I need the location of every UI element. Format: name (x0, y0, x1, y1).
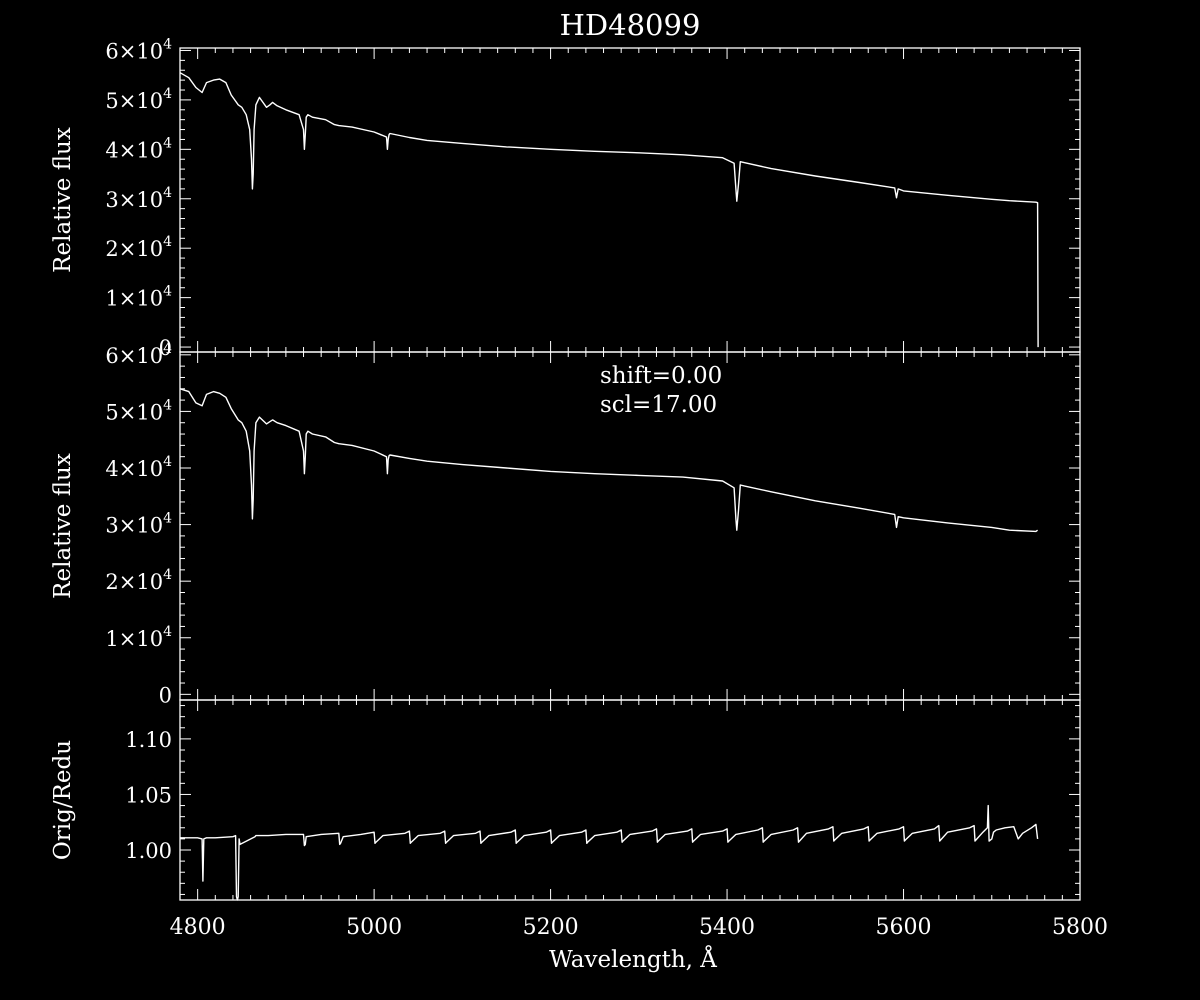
x-tick-label: 5200 (523, 915, 579, 940)
panel-middle-ylabel: Relative flux (50, 453, 76, 599)
x-tick-label: 4800 (170, 915, 226, 940)
chart-title: HD48099 (560, 8, 701, 42)
y-tick-label: 3×104 (105, 185, 172, 212)
panel-top-ylabel: Relative flux (50, 127, 76, 273)
panel-top-frame (179, 47, 1081, 353)
x-tick-label: 5800 (1052, 915, 1108, 940)
y-tick-label: 1×104 (105, 284, 172, 311)
y-tick-label: 1.10 (125, 728, 172, 752)
panel-bottom-spectrum-line (180, 804, 1039, 901)
x-tick-label: 5400 (699, 915, 755, 940)
y-tick-label: 1.05 (125, 783, 172, 807)
y-tick-label: 2×104 (105, 567, 172, 594)
panels: 0 1×104 2×104 3×104 4×104 5×104 6×104 Relative … (50, 36, 1108, 973)
annotation-text: scl=17.00 (600, 392, 717, 418)
x-axis-label: Wavelength, Å (549, 945, 717, 973)
y-tick-label: 0 (159, 683, 172, 707)
y-tick-label: 2×104 (105, 234, 172, 261)
y-tick-label: 0 (159, 336, 172, 360)
annotation-text: shift=0.00 (600, 363, 722, 389)
panel-middle-spectrum-line (179, 388, 1039, 533)
y-tick-label: 1×104 (105, 624, 172, 651)
panel-top-spectrum-line (179, 72, 1039, 348)
panel-middle: 0 1×104 2×104 3×104 4×104 5×104 6×104 Relative … (50, 341, 1081, 707)
panel-bottom-ylabel: Orig/Redu (50, 740, 76, 860)
panel-bottom-frame (179, 699, 1081, 901)
y-tick-label: 6×104 (105, 341, 172, 368)
y-tick-label: 6×104 (105, 36, 172, 63)
y-tick-label: 5×104 (105, 397, 172, 424)
y-tick-label: 5×104 (105, 86, 172, 113)
y-tick-label: 4×104 (105, 135, 172, 162)
panel-bottom: 1.00 1.05 1.10 Orig/Redu 4800 5000 5200 5400 560… (50, 699, 1108, 973)
y-tick-label: 1.00 (125, 839, 172, 863)
panel-top: 0 1×104 2×104 3×104 4×104 5×104 6×104 Relative … (50, 36, 1081, 360)
y-tick-label: 3×104 (105, 511, 172, 538)
x-tick-label: 5000 (346, 915, 402, 940)
x-tick-label: 5600 (876, 915, 932, 940)
y-tick-label: 4×104 (105, 454, 172, 481)
